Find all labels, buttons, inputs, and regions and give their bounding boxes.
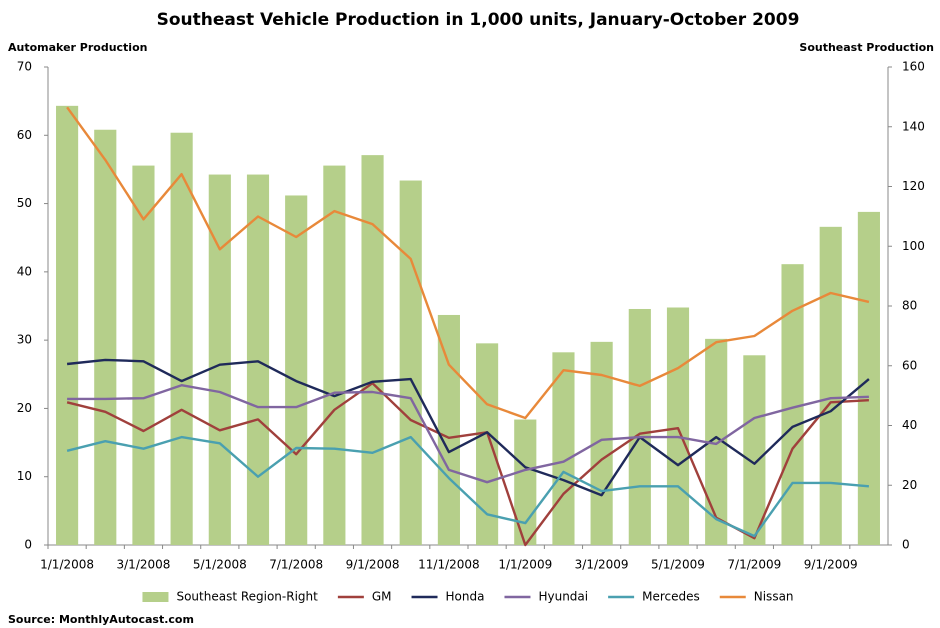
y2-tick-label: 100 — [902, 239, 925, 253]
x-tick-label: 3/1/2009 — [575, 558, 629, 572]
y-tick-label: 50 — [17, 196, 32, 210]
bar — [628, 308, 651, 545]
bar — [552, 352, 575, 545]
x-tick-label: 7/1/2008 — [269, 558, 323, 572]
bar — [56, 105, 79, 546]
y-tick-label: 60 — [17, 128, 32, 142]
y-tick-label: 10 — [17, 469, 32, 483]
line — [66, 358, 870, 497]
y-tick-label: 70 — [17, 60, 32, 74]
source: Source: MonthlyAutocast.com — [8, 613, 194, 626]
legend-label: Hyundai — [538, 590, 588, 604]
y2-tick-label: 140 — [902, 119, 925, 133]
y2-tick-label: 80 — [902, 299, 917, 313]
bar — [361, 155, 384, 545]
y-tick-label: 30 — [17, 333, 32, 347]
bar — [246, 174, 270, 546]
y-axis-title: Automaker Production — [8, 41, 147, 54]
bar — [857, 211, 880, 546]
x-tick-label: 1/1/2009 — [498, 558, 552, 572]
y2-tick-label: 160 — [902, 60, 925, 74]
x-tick-label: 11/1/2008 — [418, 558, 480, 572]
line — [66, 106, 870, 420]
y-tick-label: 40 — [17, 264, 32, 278]
legend-label: Honda — [446, 590, 485, 604]
legend-label: Nissan — [754, 590, 794, 604]
legend-swatch — [142, 592, 169, 602]
line — [66, 435, 870, 538]
bar — [208, 174, 231, 546]
legend-label: Mercedes — [642, 590, 700, 604]
y2-tick-label: 40 — [902, 418, 917, 432]
y2-tick-label: 0 — [902, 538, 910, 552]
x-tick-label: 5/1/2009 — [651, 558, 705, 572]
bar — [476, 343, 499, 545]
bar — [705, 338, 728, 545]
x-tick-label: 9/1/2008 — [346, 558, 400, 572]
bar — [819, 226, 842, 546]
x-tick-label: 5/1/2008 — [193, 558, 247, 572]
legend-label: Southeast Region-Right — [176, 590, 318, 604]
bar — [285, 195, 308, 545]
bar — [132, 165, 155, 545]
y-tick-label: 0 — [24, 538, 32, 552]
line — [67, 384, 869, 484]
y2-tick-label: 120 — [902, 179, 925, 193]
x-tick-label: 3/1/2008 — [117, 558, 171, 572]
y2-axis-title: Southeast Production — [799, 41, 934, 54]
bar — [170, 132, 193, 545]
bar — [743, 355, 766, 545]
y2-tick-label: 60 — [902, 358, 917, 372]
chart-title: Southeast Vehicle Production in 1,000 un… — [157, 10, 800, 30]
bar — [437, 314, 460, 545]
bar — [94, 129, 117, 546]
bar — [514, 419, 537, 545]
y-tick-label: 20 — [17, 401, 32, 415]
x-tick-label: 7/1/2009 — [727, 558, 781, 572]
bar — [666, 307, 690, 545]
bar — [399, 180, 422, 545]
x-tick-label: 9/1/2009 — [804, 558, 858, 572]
bar — [323, 165, 346, 545]
y2-tick-label: 20 — [902, 478, 917, 492]
bar — [781, 264, 804, 545]
legend-label: GM — [372, 590, 392, 604]
x-tick-label: 1/1/2008 — [40, 558, 94, 572]
